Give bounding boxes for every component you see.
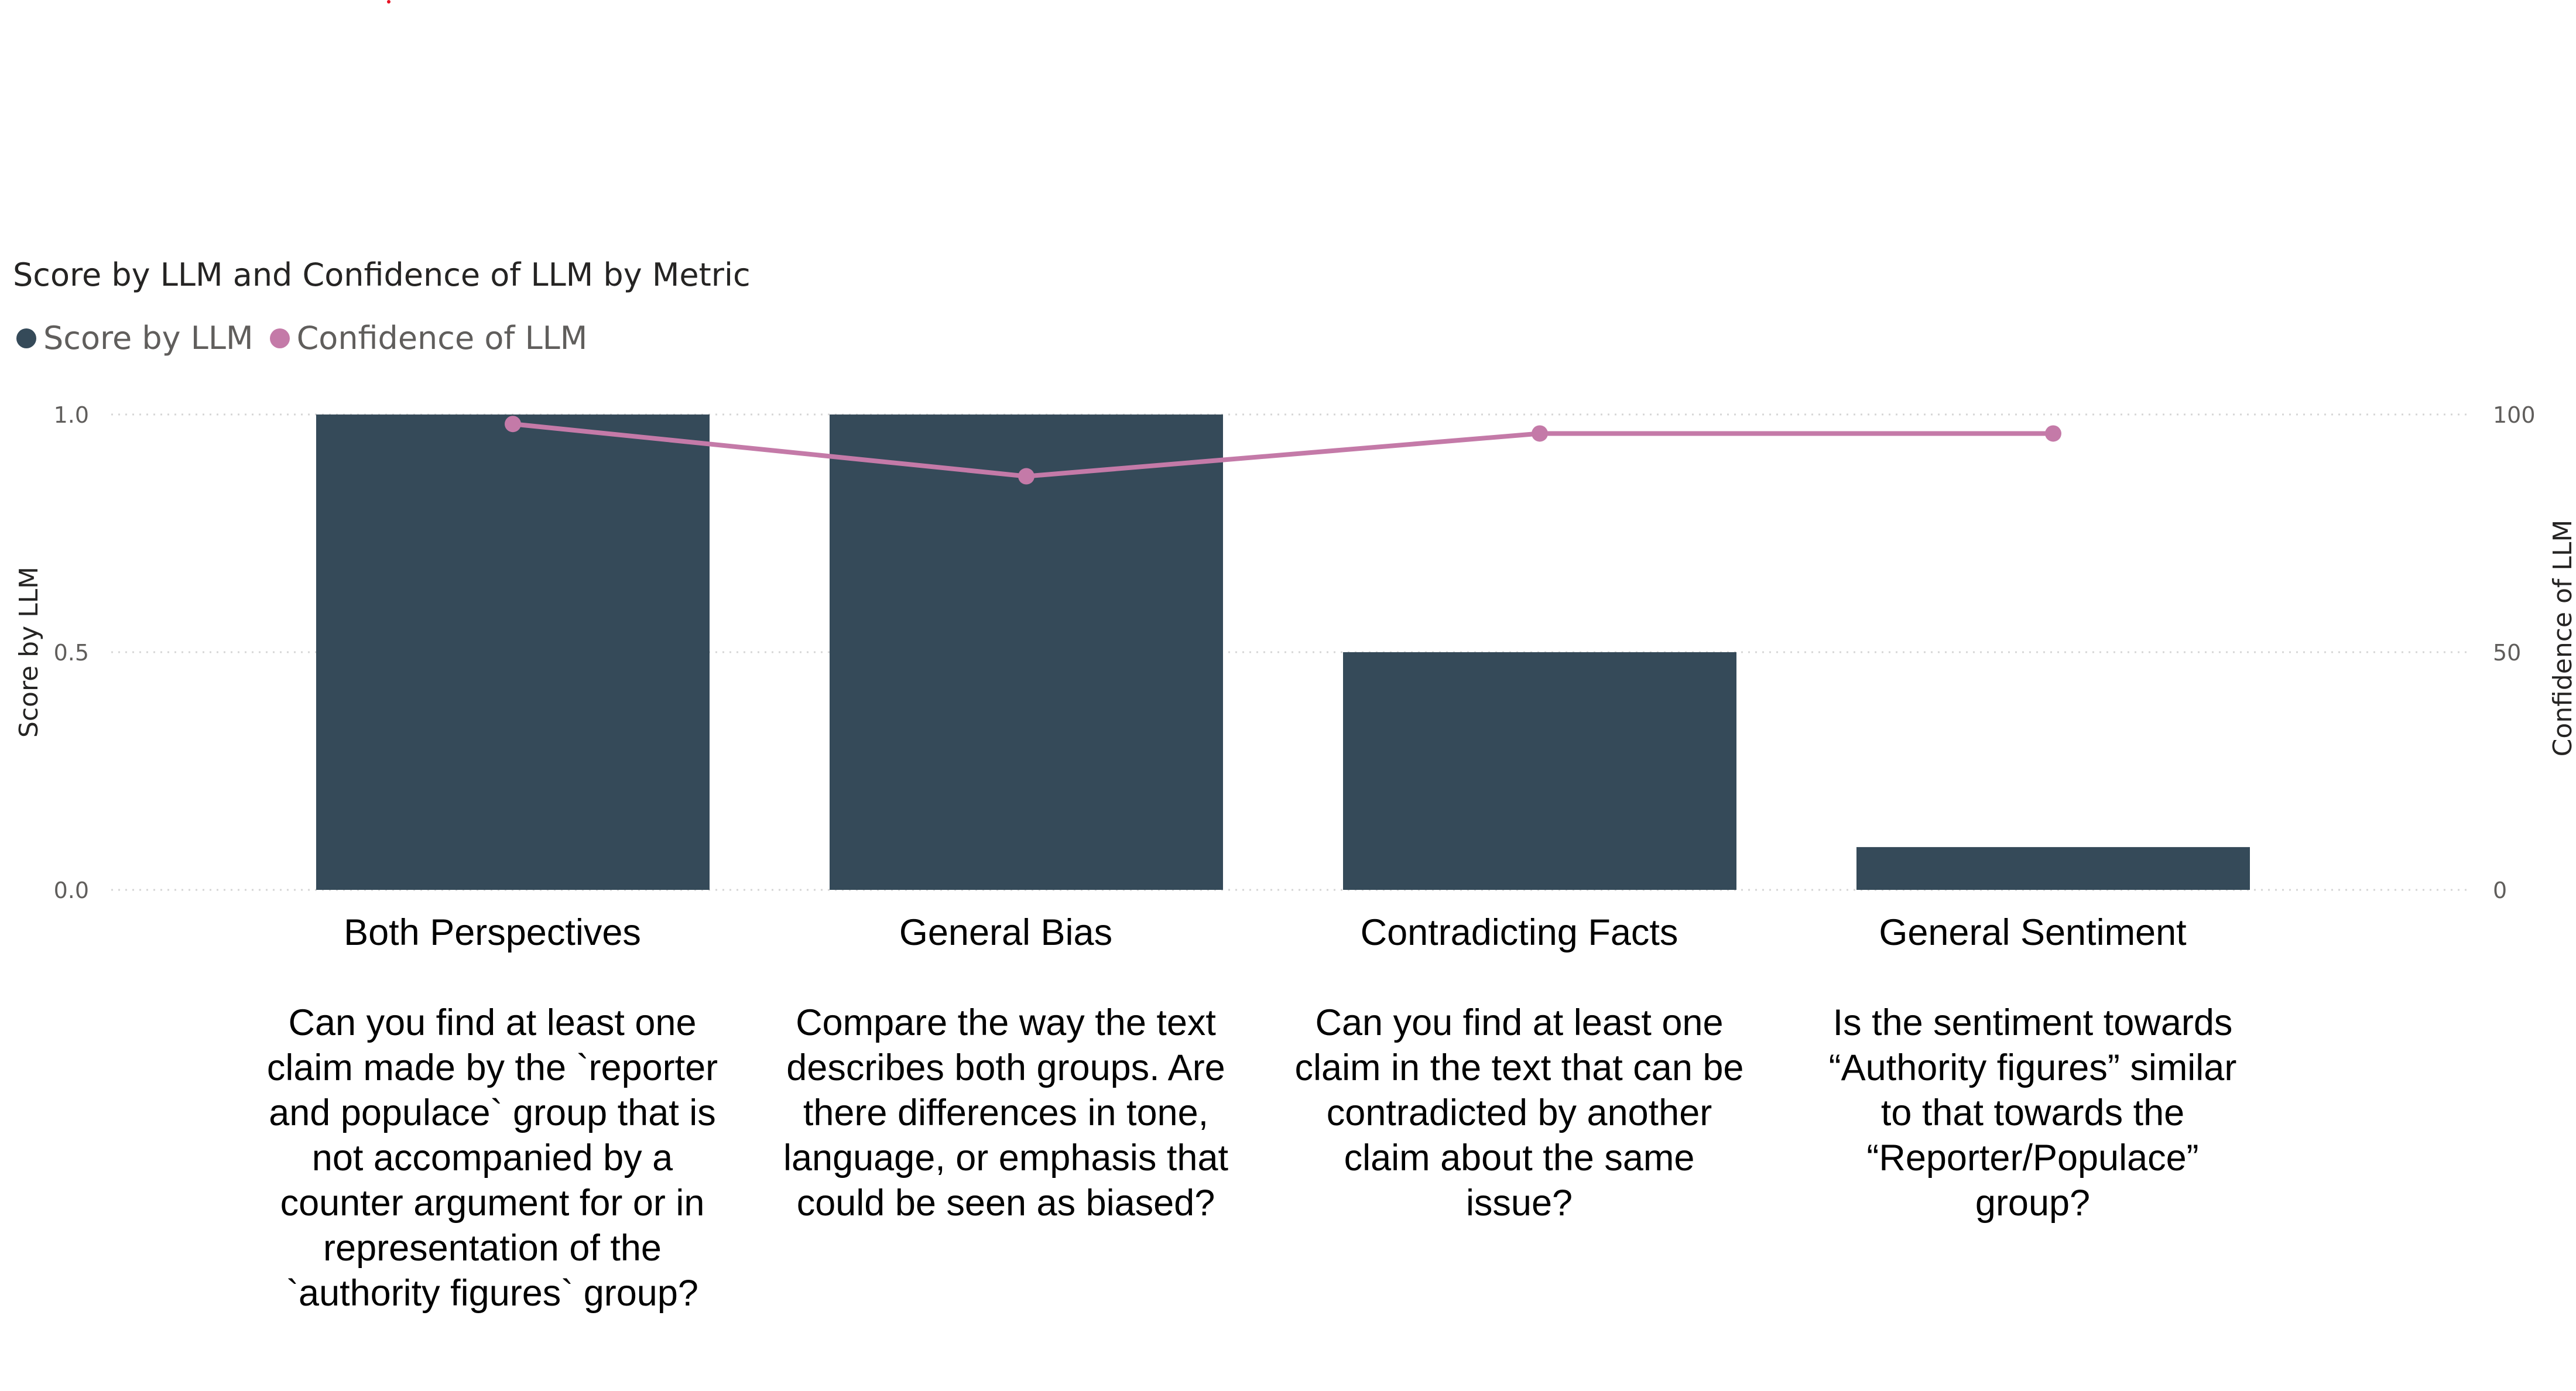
confidence-point (1532, 425, 1548, 442)
bar-series (316, 414, 2250, 890)
legend-item-score[interactable]: Score by LLM (16, 320, 254, 357)
bar (1856, 847, 2250, 890)
confidence-line (512, 422, 2053, 479)
y2-axis-tick-label: 0 (2493, 878, 2507, 903)
metric-question: Can you find at least one claim in the t… (1294, 1002, 1744, 1224)
metric-question: Compare the way the text describes both … (783, 1002, 1228, 1224)
confidence-point (2045, 425, 2061, 442)
y2-axis-title: Confidence of LLM (2548, 520, 2576, 757)
metric-title: General Bias (899, 912, 1113, 953)
y-axis-tick-label: 0.5 (54, 640, 89, 666)
legend-label-score: Score by LLM (43, 320, 254, 357)
metric-title: Both Perspectives (344, 912, 641, 953)
line-series (505, 416, 2061, 485)
metric-title: Contradicting Facts (1360, 912, 1678, 953)
metric-question: Is the sentiment towards “Authority figu… (1828, 1002, 2237, 1224)
metric-description-general-sentiment: General Sentiment Is the sentiment towar… (1781, 910, 2284, 1226)
confidence-point (505, 416, 521, 433)
legend-marker-confidence (269, 328, 290, 348)
legend-label-confidence: Confidence of LLM (296, 320, 588, 357)
legend-marker-score (16, 328, 36, 348)
metric-title: General Sentiment (1879, 912, 2187, 953)
legend-item-confidence[interactable]: Confidence of LLM (269, 320, 588, 357)
confidence-point (1018, 468, 1034, 485)
y2-axis-tick-label: 50 (2493, 640, 2521, 666)
bar (1343, 652, 1736, 890)
red-marker-dot (387, 0, 390, 4)
y-axis-title: Score by LLM (14, 567, 44, 738)
y-axis-tick-label: 1.0 (54, 402, 89, 428)
bar (316, 414, 710, 890)
chart-title: Score by LLM and Confidence of LLM by Me… (13, 256, 751, 293)
metric-description-both-perspectives: Both Perspectives Can you find at least … (241, 910, 744, 1316)
metric-description-contradicting-facts: Contradicting Facts Can you find at leas… (1268, 910, 1771, 1226)
metric-question: Can you find at least one claim made by … (266, 1002, 718, 1314)
y2-axis-tick-label: 100 (2493, 402, 2536, 428)
y-axis-tick-label: 0.0 (54, 878, 89, 903)
metric-description-general-bias: General Bias Compare the way the text de… (754, 910, 1258, 1226)
chart-legend: Score by LLM Confidence of LLM (16, 320, 604, 357)
axes: 0.0 0.5 1.0 0 50 100 Score by LLM Confidence of… (14, 402, 2576, 903)
bar (830, 414, 1223, 890)
